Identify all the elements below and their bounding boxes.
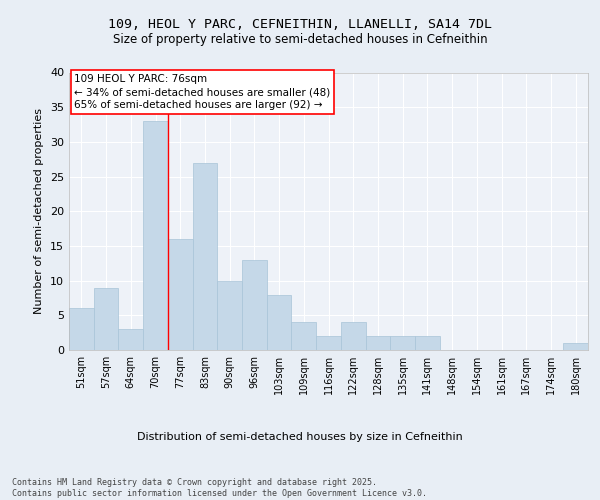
Bar (193, 162, 217, 350)
Bar (69, 308, 94, 350)
Bar (94, 288, 118, 350)
Bar (267, 294, 292, 350)
Y-axis label: Number of semi-detached properties: Number of semi-detached properties (34, 108, 44, 314)
Bar (563, 343, 588, 350)
Text: Contains HM Land Registry data © Crown copyright and database right 2025.
Contai: Contains HM Land Registry data © Crown c… (12, 478, 427, 498)
Text: 109 HEOL Y PARC: 76sqm
← 34% of semi-detached houses are smaller (48)
65% of sem: 109 HEOL Y PARC: 76sqm ← 34% of semi-det… (74, 74, 331, 110)
Bar (242, 260, 267, 350)
Text: Size of property relative to semi-detached houses in Cefneithin: Size of property relative to semi-detach… (113, 32, 487, 46)
Bar (143, 121, 168, 350)
Bar (292, 322, 316, 350)
Bar (341, 322, 365, 350)
Bar (118, 329, 143, 350)
Bar (365, 336, 390, 350)
Bar (217, 280, 242, 350)
Text: Distribution of semi-detached houses by size in Cefneithin: Distribution of semi-detached houses by … (137, 432, 463, 442)
Text: 109, HEOL Y PARC, CEFNEITHIN, LLANELLI, SA14 7DL: 109, HEOL Y PARC, CEFNEITHIN, LLANELLI, … (108, 18, 492, 30)
Bar (390, 336, 415, 350)
Bar (316, 336, 341, 350)
Bar (415, 336, 440, 350)
Bar (168, 239, 193, 350)
